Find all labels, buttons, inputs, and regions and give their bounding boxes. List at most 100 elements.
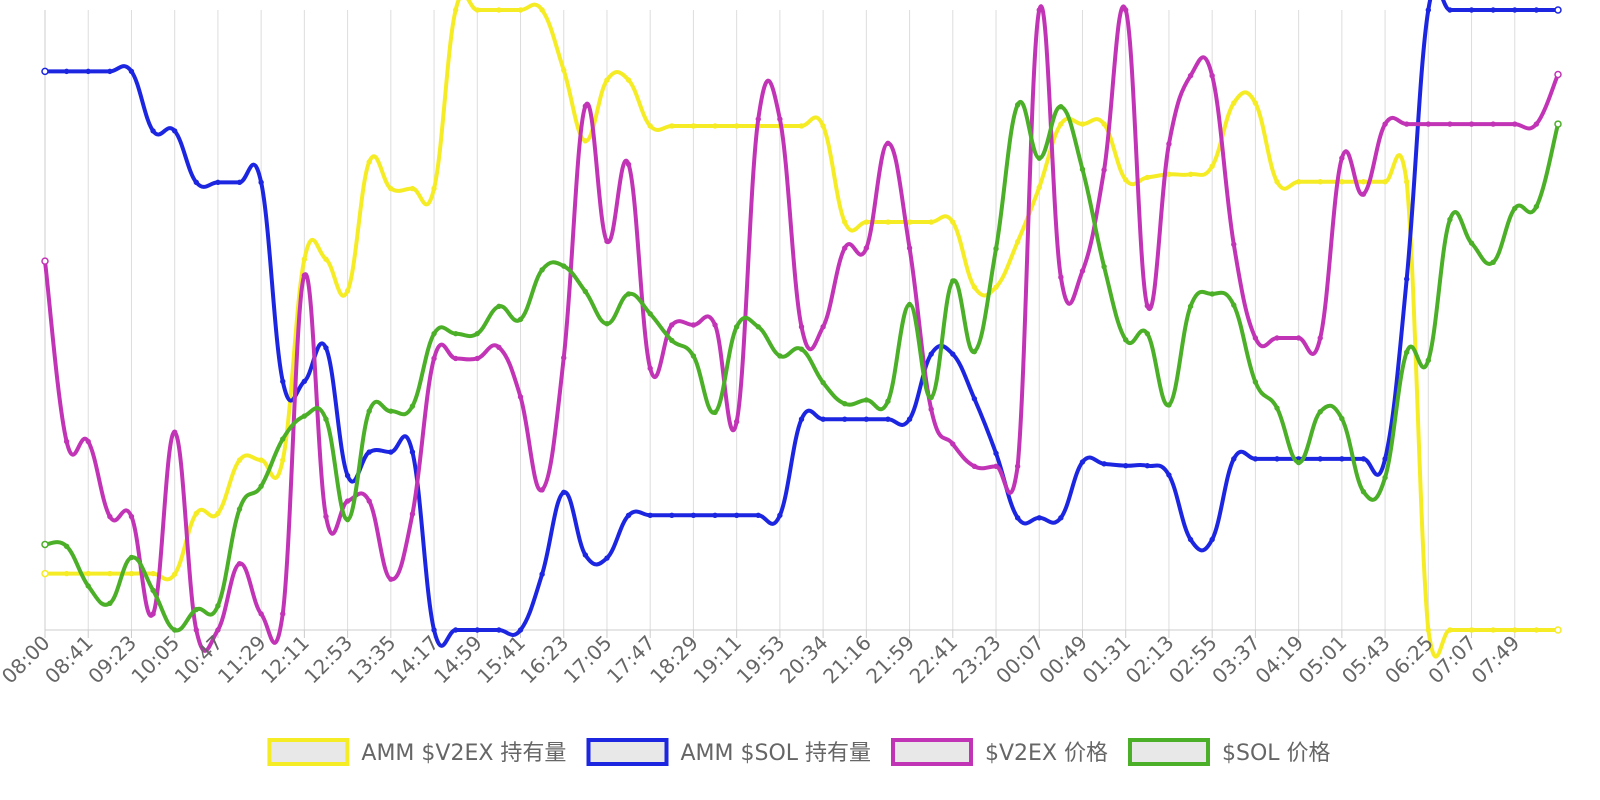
data-point (474, 355, 480, 362)
data-point (1252, 379, 1259, 385)
data-point (388, 185, 394, 192)
endpoint-marker (1554, 70, 1562, 79)
data-point (344, 516, 351, 523)
x-tick-label: 15:41 (472, 631, 530, 689)
data-point (1339, 456, 1345, 462)
legend-item[interactable]: $SOL 价格 (1128, 738, 1331, 766)
x-tick-label: 17:05 (559, 631, 617, 689)
data-point (1317, 335, 1323, 341)
data-point (1447, 121, 1453, 127)
data-point (1209, 291, 1215, 297)
data-point (496, 7, 502, 13)
x-tick-label: 00:07 (991, 631, 1049, 689)
data-point (1360, 456, 1367, 462)
data-point (777, 116, 783, 122)
x-tick-label: 03:37 (1207, 631, 1265, 689)
data-point (950, 441, 956, 447)
data-point (928, 394, 934, 401)
data-point (733, 418, 740, 425)
x-tick-label: 16:23 (516, 631, 574, 689)
data-point (85, 438, 91, 445)
data-point (777, 353, 783, 359)
data-point (647, 123, 653, 129)
x-tick-label: 22:41 (905, 631, 963, 689)
data-point (733, 123, 740, 129)
data-point (798, 324, 805, 330)
data-point (1058, 104, 1064, 110)
data-point (539, 7, 545, 13)
data-point (669, 123, 675, 129)
data-point (1295, 335, 1302, 341)
endpoint-marker (1554, 626, 1562, 634)
data-point (1014, 463, 1021, 470)
data-point (1382, 179, 1388, 185)
x-tick-label: 05:43 (1337, 631, 1395, 689)
data-point (690, 512, 697, 518)
data-point (1036, 515, 1042, 521)
data-point (950, 278, 956, 284)
data-point (431, 355, 437, 362)
data-point (1079, 121, 1086, 127)
data-point (1209, 163, 1215, 169)
x-tick-label: 18:29 (645, 631, 703, 689)
x-tick-label: 17:47 (602, 631, 660, 689)
x-tick-label: 04:19 (1250, 631, 1308, 689)
data-point (452, 627, 459, 633)
data-point (1209, 536, 1215, 543)
data-point (1058, 274, 1064, 280)
data-point (1404, 349, 1410, 355)
data-point (1144, 303, 1151, 309)
data-point (1490, 627, 1496, 633)
legend: AMM $V2EX 持有量 AMM $SOL 持有量 $V2EX 价格 $SOL 价格 (267, 738, 1331, 766)
data-point (496, 344, 502, 350)
x-tick-label: 14:17 (386, 631, 444, 689)
data-point (539, 267, 545, 273)
data-point (1036, 184, 1042, 191)
data-point (171, 429, 178, 435)
data-point (561, 355, 567, 361)
data-point (236, 457, 243, 463)
data-point (431, 330, 437, 337)
data-point (885, 140, 891, 147)
axes (44, 10, 1558, 638)
data-point (258, 483, 264, 489)
data-point (193, 510, 200, 517)
x-tick-label: 12:53 (299, 631, 357, 689)
legend-item[interactable]: AMM $SOL 持有量 (586, 738, 872, 766)
data-point (1468, 627, 1475, 633)
data-point (236, 560, 243, 567)
data-point (647, 311, 653, 317)
data-point (798, 416, 805, 422)
data-point (1274, 335, 1280, 341)
data-point (1512, 121, 1518, 127)
data-point (107, 513, 113, 520)
data-point (301, 413, 308, 419)
data-point (1468, 121, 1475, 127)
data-point (1425, 121, 1432, 127)
data-point (85, 583, 91, 589)
data-point (820, 324, 826, 330)
data-point (150, 570, 156, 577)
data-point (258, 457, 264, 463)
data-point (928, 406, 934, 412)
x-tick-label: 00:49 (1034, 631, 1092, 689)
data-point (798, 123, 805, 129)
data-point (452, 330, 459, 337)
data-point (1036, 7, 1042, 13)
legend-item[interactable]: $V2EX 价格 (891, 738, 1108, 766)
x-tick-label: 02:13 (1121, 631, 1179, 689)
data-point (301, 256, 308, 262)
data-point (971, 348, 978, 355)
x-tick-label: 05:01 (1294, 631, 1352, 689)
data-point (1317, 409, 1323, 415)
data-point (1360, 489, 1367, 495)
data-point (193, 606, 200, 613)
data-point (1468, 7, 1475, 13)
data-point (1123, 7, 1129, 13)
series-4 (41, 99, 1562, 633)
legend-item[interactable]: AMM $V2EX 持有量 (267, 738, 566, 766)
data-point (1339, 415, 1345, 422)
data-point (215, 510, 221, 517)
data-point (1404, 276, 1410, 282)
